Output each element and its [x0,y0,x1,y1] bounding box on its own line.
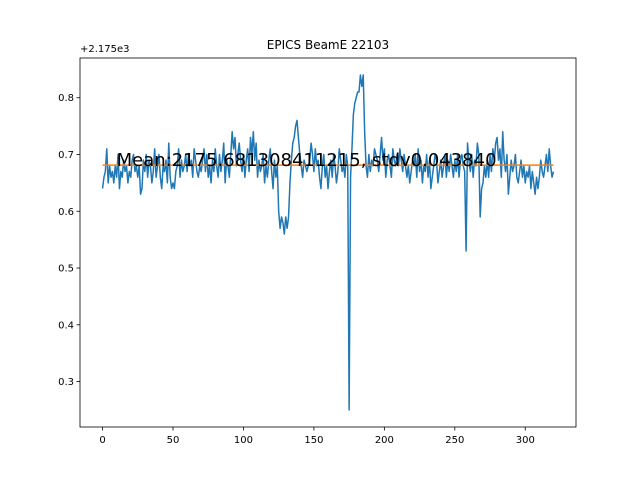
x-tick-label: 100 [234,435,253,446]
y-tick-label: 0.7 [58,150,74,161]
y-axis-offset-label: +2.175e3 [80,44,130,55]
x-tick-label: 0 [99,435,105,446]
mean-stdv-annotation: Mean:2175.681308411215, stdv0.043840 [117,150,497,171]
x-tick-label: 200 [375,435,394,446]
chart-title: EPICS BeamE 22103 [267,38,389,52]
plot-area: Mean:2175.681308411215, stdv0.043840 [79,57,577,428]
y-tick-label: 0.6 [58,207,74,218]
x-tick-label: 50 [167,435,180,446]
x-axis: 0 50 100 150 200 250 300 [99,427,535,446]
y-tick-label: 0.3 [58,377,74,388]
axes-frame [79,57,577,428]
series-line-0 [101,74,555,411]
y-tick-label: 0.5 [58,264,74,275]
y-tick-label: 0.4 [58,320,74,331]
x-tick-label: 300 [516,435,535,446]
x-tick-label: 250 [445,435,464,446]
y-tick-label: 0.8 [58,93,74,104]
x-tick-label: 150 [304,435,323,446]
series-layer [101,74,555,411]
y-axis: 0.3 0.4 0.5 0.6 0.7 0.8 [58,93,80,388]
